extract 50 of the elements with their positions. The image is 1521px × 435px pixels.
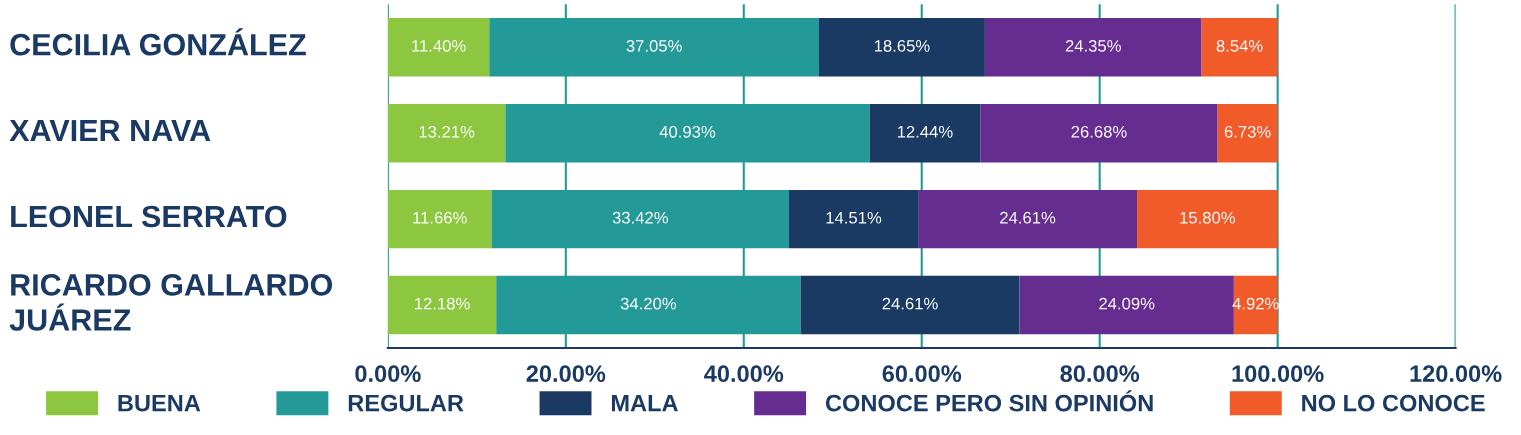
bar (800, 275, 1020, 335)
bar (1019, 275, 1234, 335)
data-label: 15.80% (1180, 211, 1236, 224)
y-tick-label: LEONEL SERRATO (11, 205, 287, 228)
data-label: 11.40% (412, 39, 466, 52)
data-label: 34.20% (620, 297, 677, 310)
x-tick-label: 20.00% (526, 365, 606, 383)
data-label: 14.51% (826, 211, 882, 224)
x-tick-label: 40.00% (704, 365, 784, 383)
data-label: 40.93% (659, 125, 716, 138)
bar (387, 189, 492, 249)
x-tick-label: 120.00% (1410, 365, 1502, 383)
data-label: 12.18% (415, 297, 470, 310)
bar (1137, 189, 1278, 249)
data-label: 33.42% (612, 211, 668, 224)
y-tick-label: CECILIA GONZÁLEZ (10, 28, 306, 56)
bar (387, 18, 490, 77)
data-label: 11.66% (413, 211, 467, 224)
bar (869, 104, 981, 163)
data-label: 24.09% (1099, 297, 1155, 310)
legend-label: BUENA (118, 394, 201, 412)
data-label: 18.65% (874, 39, 930, 52)
data-label: 24.61% (1000, 211, 1056, 224)
bar (918, 189, 1138, 249)
legend-label: MALA (611, 394, 678, 412)
data-label: 24.61% (882, 297, 938, 310)
legend-label: REGULAR (348, 394, 464, 412)
bar (387, 104, 506, 163)
y-tick-label: RICARDO GALLARDO JUÁREZ (9, 274, 333, 331)
legend-label: NO LO CONOCE (1302, 394, 1485, 412)
x-tick-label: 80.00% (1060, 365, 1140, 383)
bar (984, 18, 1202, 77)
bar (818, 18, 985, 77)
bar (1201, 18, 1278, 77)
x-tick-label: 0.00% (355, 365, 421, 383)
x-tick-label: 100.00% (1232, 365, 1324, 383)
data-label: 24.35% (1065, 39, 1121, 52)
bar (387, 275, 497, 335)
y-tick-label: XAVIER NAVA (9, 120, 211, 142)
data-label: 26.68% (1071, 125, 1127, 138)
data-label: 13.21% (419, 125, 475, 138)
data-label: 37.05% (626, 39, 682, 52)
data-label: 8.54% (1216, 39, 1263, 52)
bar (980, 104, 1218, 163)
x-tick-label: 60.00% (882, 365, 962, 383)
data-label: 12.44% (897, 125, 953, 138)
data-label: 6.73% (1224, 125, 1271, 138)
bar (1217, 104, 1278, 163)
legend-label: CONOCE PERO SIN OPINIÓN (825, 390, 1153, 412)
bar (788, 189, 919, 249)
